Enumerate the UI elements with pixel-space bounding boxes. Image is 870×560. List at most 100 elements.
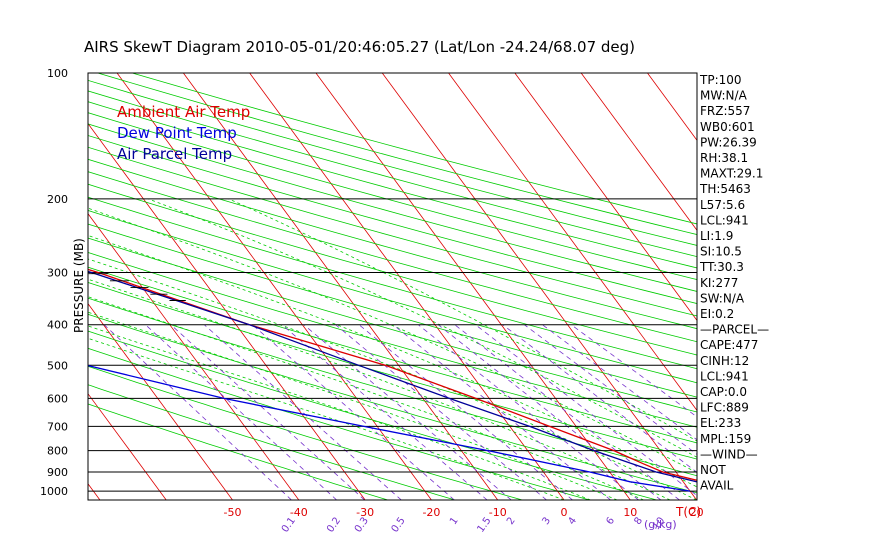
dry-adiabat-line bbox=[88, 135, 697, 304]
pressure-tick-label: 600 bbox=[47, 392, 68, 405]
legend-entry: Air Parcel Temp bbox=[117, 145, 232, 163]
dry-adiabat-line bbox=[88, 112, 697, 281]
mixing-ratio-label: 3 bbox=[540, 515, 553, 527]
pressure-tick-label: 700 bbox=[47, 420, 68, 433]
isotherm-line bbox=[88, 212, 300, 500]
index-value: CAPE:477 bbox=[700, 338, 758, 352]
mixing-ratio-label: 1 bbox=[448, 515, 461, 527]
background-grid bbox=[0, 73, 697, 500]
pressure-tick-label: 1000 bbox=[40, 485, 68, 498]
bottom-temperature-tick: 20 bbox=[690, 506, 704, 519]
pressure-tick-label: 400 bbox=[47, 319, 68, 332]
index-value: —PARCEL— bbox=[700, 323, 769, 337]
index-value: L57:5.6 bbox=[700, 198, 745, 212]
mixing-ratio-line bbox=[454, 324, 680, 500]
bottom-temperature-tick: 0 bbox=[561, 506, 568, 519]
mixing-ratio-labels: 0.1 0.2 0.3 0.5 1 1.5 2 3 4 6 8 10 bbox=[280, 515, 668, 534]
dry-adiabat-line bbox=[88, 146, 697, 317]
index-value: PW:26.39 bbox=[700, 135, 757, 149]
y-axis-label: PRESSURE (MB) bbox=[72, 238, 86, 333]
bottom-temperature-tick: -10 bbox=[489, 506, 507, 519]
bottom-temperature-tick: -20 bbox=[422, 506, 440, 519]
temperature-line bbox=[88, 268, 697, 481]
dry-adiabat-line bbox=[88, 330, 657, 500]
index-value: TP:100 bbox=[699, 73, 742, 87]
dry-adiabat-line bbox=[88, 313, 697, 494]
mixing-ratio-line bbox=[392, 324, 611, 500]
index-value: RH:38.1 bbox=[700, 151, 748, 165]
isotherm-line bbox=[0, 73, 34, 500]
mixing-ratio-label: 0.5 bbox=[390, 515, 408, 534]
pressure-tick-label: 300 bbox=[47, 267, 68, 280]
dry-adiabat-line bbox=[88, 209, 697, 384]
isotherm-line bbox=[88, 122, 366, 500]
index-value: WB0:601 bbox=[700, 120, 755, 134]
mixing-ratio-line bbox=[204, 324, 402, 500]
index-value: TH:5463 bbox=[699, 182, 751, 196]
moist-adiabat-line bbox=[148, 198, 697, 458]
bottom-temperature-ticks: -50 -40 -30 -20 -10 0 10 20 bbox=[224, 506, 704, 519]
legend-entry: Ambient Air Temp bbox=[117, 103, 250, 121]
moist-adiabat-line bbox=[88, 235, 697, 488]
bottom-temperature-tick: -30 bbox=[356, 506, 374, 519]
isotherm-line bbox=[580, 73, 697, 232]
mixing-ratio-label: 0.2 bbox=[325, 515, 343, 534]
index-value: MW:N/A bbox=[700, 89, 748, 103]
index-value: TT:30.3 bbox=[699, 260, 744, 274]
dry-adiabat-line bbox=[88, 101, 697, 269]
index-value: CINH:12 bbox=[700, 354, 749, 368]
mixing-ratio-line bbox=[502, 324, 697, 473]
dry-adiabat-line bbox=[88, 252, 697, 428]
index-value: —WIND— bbox=[700, 447, 758, 461]
pressure-tick-label: 100 bbox=[47, 67, 68, 80]
mixing-ratio-line bbox=[475, 324, 697, 497]
index-value: NOT bbox=[700, 463, 726, 477]
index-value: FRZ:557 bbox=[700, 104, 750, 118]
pressure-tick-label: 500 bbox=[47, 359, 68, 372]
mixing-ratio-line bbox=[103, 324, 292, 500]
dry-adiabat-line bbox=[88, 183, 697, 356]
mixing-ratio-label: 8 bbox=[632, 515, 645, 527]
plot-frame bbox=[87, 72, 698, 501]
dry-adiabat-line bbox=[88, 171, 697, 343]
mixing-ratio-line bbox=[437, 324, 662, 500]
dry-adiabat-line bbox=[88, 196, 697, 370]
bottom-temperature-tick: -40 bbox=[290, 506, 308, 519]
mixing-ratio-line bbox=[524, 324, 697, 455]
isotherm-line bbox=[381, 73, 697, 500]
mixing-ratio-line bbox=[358, 324, 573, 500]
index-value: LFC:889 bbox=[700, 401, 749, 415]
pressure-tick-label: 900 bbox=[47, 466, 68, 479]
legend: Ambient Air Temp Dew Point Temp Air Parcel… bbox=[117, 103, 250, 163]
index-value: CAP:0.0 bbox=[700, 385, 747, 399]
moist-adiabat-line bbox=[228, 198, 697, 442]
mixing-ratio-line bbox=[418, 324, 639, 500]
moist-adiabat-line bbox=[88, 258, 697, 500]
dry-adiabat-line bbox=[88, 158, 697, 330]
isotherm-line bbox=[514, 73, 697, 322]
moist-adiabat-line bbox=[88, 325, 591, 500]
isotherm-line bbox=[88, 303, 233, 500]
dry-adiabat-line bbox=[88, 79, 697, 246]
dry-adiabat-line bbox=[88, 282, 697, 460]
mixing-ratio-line bbox=[542, 324, 697, 441]
index-value: LCL:941 bbox=[700, 213, 749, 227]
dry-adiabat-line bbox=[88, 223, 697, 398]
index-value: MAXT:29.1 bbox=[700, 167, 763, 181]
mixing-ratio-line bbox=[335, 324, 547, 500]
moist-adiabat-line bbox=[88, 278, 671, 500]
dry-adiabat-line bbox=[88, 123, 697, 292]
dry-adiabat-line bbox=[88, 90, 697, 258]
dry-adiabat-line bbox=[88, 384, 456, 500]
mixing-ratio-line bbox=[570, 324, 697, 418]
bottom-unit-label: T(C) bbox=[675, 505, 701, 519]
mixing-unit-label: (g/kg) bbox=[644, 518, 677, 531]
profile-lines bbox=[88, 268, 697, 492]
index-value: EI:0.2 bbox=[700, 307, 734, 321]
index-value: KI:277 bbox=[700, 276, 738, 290]
mixing-ratio-label: 6 bbox=[604, 515, 617, 527]
mixing-ratio-line bbox=[145, 324, 337, 500]
dry-adiabat-line bbox=[88, 403, 388, 500]
index-value: AVAIL bbox=[700, 479, 734, 493]
